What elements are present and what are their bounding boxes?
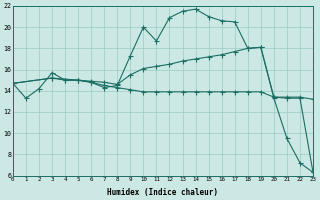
X-axis label: Humidex (Indice chaleur): Humidex (Indice chaleur): [108, 188, 219, 197]
